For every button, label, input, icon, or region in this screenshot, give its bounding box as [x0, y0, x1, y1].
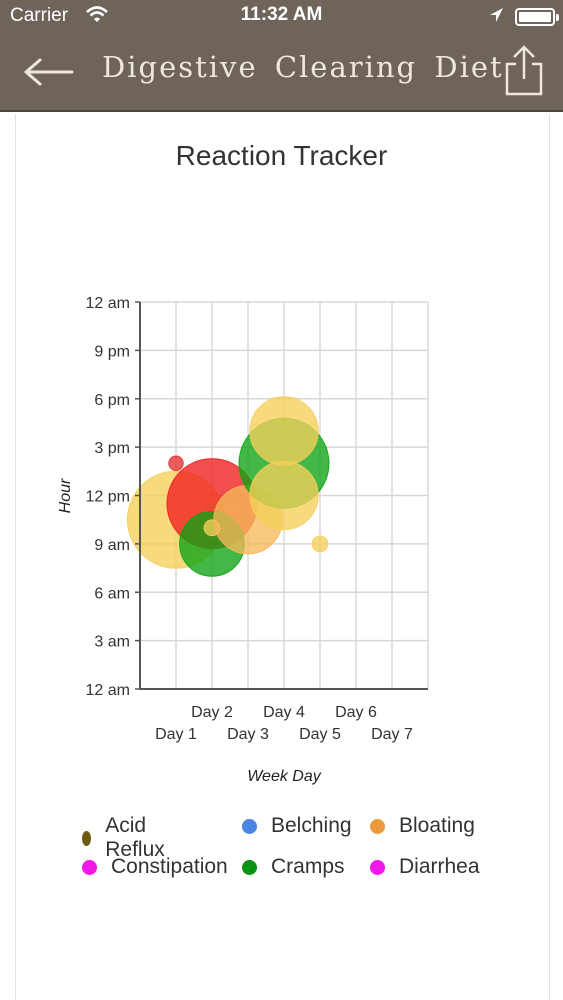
bubble-point: [169, 456, 183, 470]
legend-dot-icon: [370, 860, 385, 875]
y-axis-title: Hour: [57, 478, 74, 513]
legend-dot-icon: [82, 831, 91, 846]
y-axis-ticks: 12 am 3 am 6 am 9 am 12 pm 3 pm 6 pm 9 pm 12 am: [86, 295, 130, 699]
x-tick-label: Day 3: [227, 726, 269, 743]
x-tick-label: Day 6: [335, 704, 377, 721]
legend-label: Constipation: [111, 855, 228, 879]
bubble-point: [312, 536, 328, 552]
legend-item: Bloating: [370, 814, 475, 838]
y-tick-label: 6 am: [94, 585, 130, 602]
y-tick-label: 3 pm: [94, 440, 130, 457]
y-tick-label: 12 am: [86, 682, 130, 699]
legend-dot-icon: [82, 860, 97, 875]
bubble-point: [250, 461, 318, 529]
legend-dot-icon: [242, 860, 257, 875]
legend-item: Cramps: [242, 855, 345, 879]
y-tick-label: 12 pm: [86, 489, 130, 506]
y-tick-label: 3 am: [94, 634, 130, 651]
legend-item: Constipation: [82, 855, 228, 879]
y-tick-label: 12 am: [86, 295, 130, 312]
x-axis-title: Week Day: [247, 768, 322, 785]
legend-dot-icon: [242, 819, 257, 834]
x-tick-label: Day 1: [155, 726, 197, 743]
y-tick-label: 9 pm: [94, 343, 130, 360]
y-tick-label: 9 am: [94, 537, 130, 554]
x-tick-label: Day 7: [371, 726, 413, 743]
legend-item: Diarrhea: [370, 855, 480, 879]
x-axis-ticks: Day 1 Day 2 Day 3 Day 4 Day 5 Day 6 Day 7: [155, 704, 413, 743]
legend-item: Belching: [242, 814, 352, 838]
legend-dot-icon: [370, 819, 385, 834]
bubble-point: [250, 397, 318, 465]
x-tick-label: Day 2: [191, 704, 233, 721]
legend-label: Belching: [271, 814, 352, 838]
legend-label: Cramps: [271, 855, 345, 879]
x-tick-label: Day 4: [263, 704, 305, 721]
chart-bubbles: [127, 397, 329, 576]
y-tick-label: 6 pm: [94, 392, 130, 409]
legend-label: Bloating: [399, 814, 475, 838]
legend-label: Diarrhea: [399, 855, 480, 879]
x-tick-label: Day 5: [299, 726, 341, 743]
